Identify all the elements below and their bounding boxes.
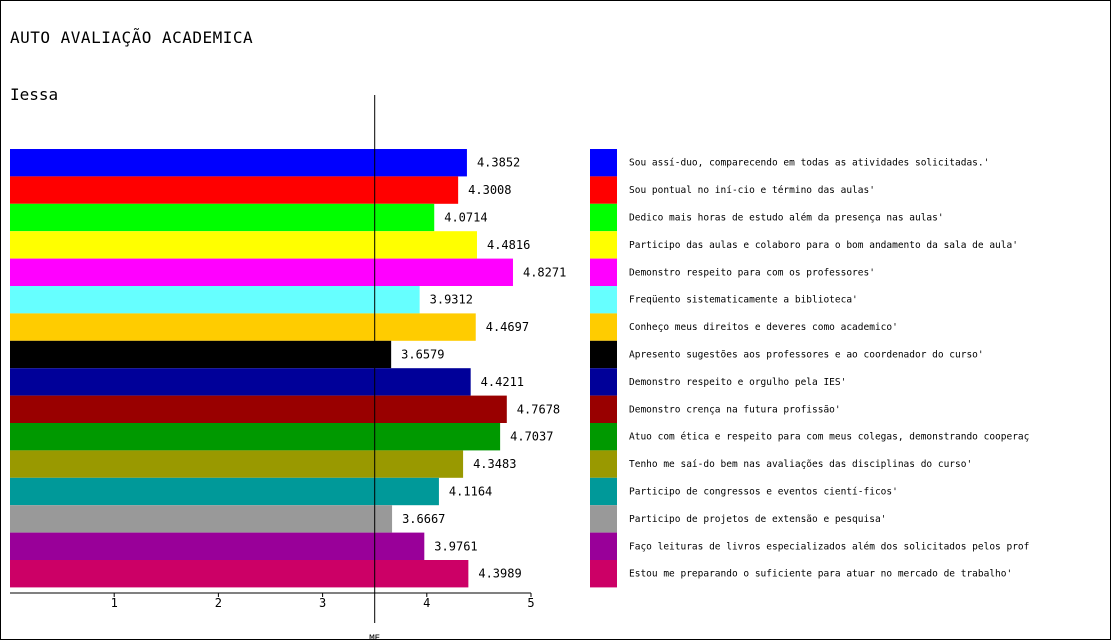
legend-swatch bbox=[590, 505, 617, 533]
value-label: 4.8271 bbox=[523, 265, 566, 279]
value-label: 4.7678 bbox=[517, 402, 560, 416]
legend-swatch bbox=[590, 368, 617, 396]
bar bbox=[10, 505, 393, 533]
bar bbox=[10, 231, 477, 259]
x-tick-label: 4 bbox=[423, 596, 430, 610]
legend-swatch bbox=[590, 203, 617, 232]
legend-label: Participo de projetos de extensão e pesq… bbox=[629, 514, 886, 525]
x-tick-label: 5 bbox=[527, 596, 534, 610]
value-label: 4.4211 bbox=[481, 375, 524, 389]
legend-label: Sou pontual no iní-cio e término das aul… bbox=[629, 185, 875, 196]
legend-label: Demonstro crença na futura profissão' bbox=[629, 404, 841, 415]
bar bbox=[10, 313, 476, 341]
legend-label: Demonstro respeito para com os professor… bbox=[629, 267, 875, 278]
legend-label: Estou me preparando o suficiente para at… bbox=[629, 569, 1012, 580]
page-title: AUTO AVALIAÇÃO ACADEMICA bbox=[10, 28, 254, 47]
bar bbox=[10, 149, 467, 177]
value-label: 4.3483 bbox=[473, 457, 516, 471]
bar bbox=[10, 340, 392, 369]
legend-label: Freqüento sistematicamente a biblioteca' bbox=[629, 295, 858, 306]
legend-swatch bbox=[590, 450, 617, 478]
bar bbox=[10, 532, 425, 560]
legend-swatch bbox=[590, 286, 617, 314]
legend-swatch bbox=[590, 532, 617, 560]
x-tick-label: 3 bbox=[319, 596, 326, 610]
bar bbox=[10, 368, 471, 396]
legend-swatch bbox=[590, 149, 617, 177]
value-label: 4.0714 bbox=[444, 211, 487, 225]
bar bbox=[10, 203, 435, 232]
legend-swatch bbox=[590, 231, 617, 259]
legend-label: Dedico mais horas de estudo além da pres… bbox=[629, 213, 944, 224]
legend-label: Conheço meus direitos e deveres como aca… bbox=[629, 322, 898, 333]
value-label: 4.3008 bbox=[468, 183, 511, 197]
legend-swatch bbox=[590, 560, 617, 588]
legend-label: Demonstro respeito e orgulho pela IES' bbox=[629, 377, 846, 388]
x-tick-label: 1 bbox=[111, 596, 118, 610]
value-label: 4.3989 bbox=[478, 567, 521, 581]
legend-label: Faço leituras de livros especializados a… bbox=[629, 541, 1029, 552]
bar bbox=[10, 450, 464, 478]
legend-swatch bbox=[590, 313, 617, 341]
legend-swatch bbox=[590, 340, 617, 369]
bar bbox=[10, 560, 469, 588]
value-label: 3.9761 bbox=[434, 539, 477, 553]
legend-label: Atuo com ética e respeito para com meus … bbox=[629, 432, 1029, 443]
x-tick-label: 2 bbox=[215, 596, 222, 610]
bar bbox=[10, 395, 507, 423]
bar bbox=[10, 286, 420, 314]
legend-label: Participo de congressos e eventos cientí… bbox=[629, 487, 898, 498]
value-label: 3.6579 bbox=[401, 348, 444, 362]
bar bbox=[10, 258, 513, 286]
legend-swatch bbox=[590, 423, 617, 451]
legend-swatch bbox=[590, 395, 617, 423]
bar bbox=[10, 176, 459, 204]
bar bbox=[10, 477, 439, 506]
legend-label: Sou assí-duo, comparecendo em todas as a… bbox=[629, 158, 989, 169]
value-label: 3.9312 bbox=[430, 293, 473, 307]
legend-label: Participo das aulas e colaboro para o bo… bbox=[629, 240, 1018, 251]
bar bbox=[10, 423, 501, 451]
value-label: 3.6667 bbox=[402, 512, 445, 526]
value-label: 4.7037 bbox=[510, 430, 553, 444]
value-label: 4.4697 bbox=[486, 320, 529, 334]
value-label: 4.3852 bbox=[477, 156, 520, 170]
legend-swatch bbox=[590, 176, 617, 204]
legend-label: Tenho me saí-do bem nas avaliações das d… bbox=[629, 459, 972, 470]
page-subtitle: Iessa bbox=[10, 85, 59, 104]
legend-swatch bbox=[590, 477, 617, 506]
value-label: 4.4816 bbox=[487, 238, 530, 252]
reference-line-label: ME bbox=[369, 634, 380, 639]
legend-swatch bbox=[590, 258, 617, 286]
legend-label: Apresento sugestões aos professores e ao… bbox=[629, 350, 984, 361]
value-label: 4.1164 bbox=[449, 485, 492, 499]
